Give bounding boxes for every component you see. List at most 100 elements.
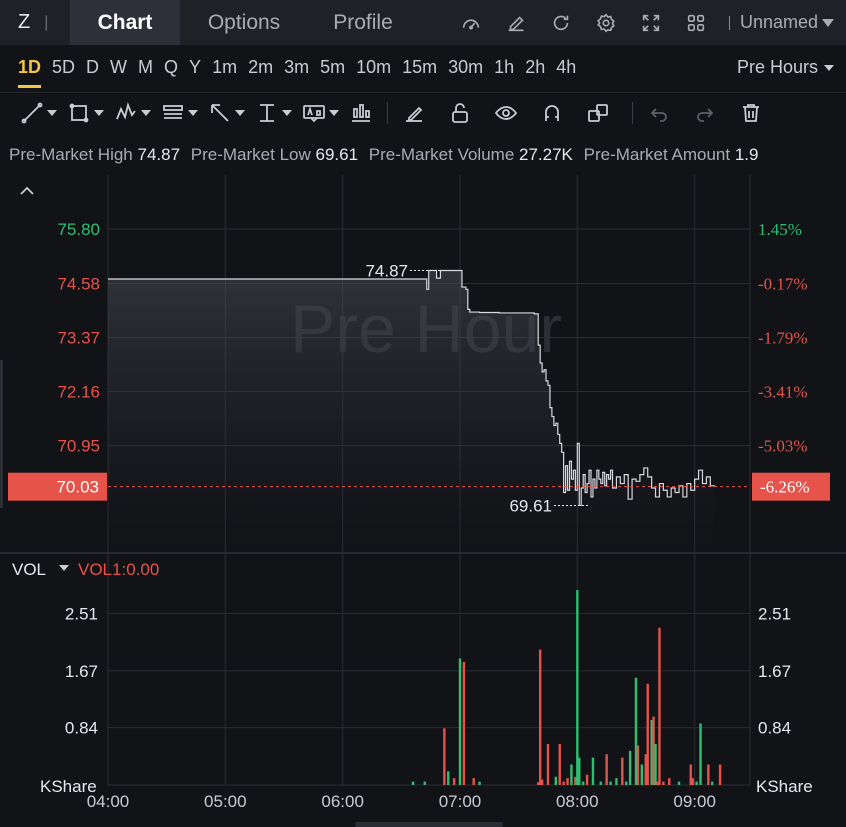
copy-tool[interactable] [586,93,610,133]
arrow-tool[interactable] [208,93,245,133]
axis-labels-group: 04:00 05:00 06:00 07:00 08:00 09:00 75.80 1.45%… [40,220,813,811]
edit-icon[interactable] [494,0,539,45]
text-note-icon [163,104,183,119]
copy-icon [588,103,608,122]
gauge-icon[interactable] [449,0,494,45]
redo-tool[interactable] [693,93,717,133]
chevron-down-icon[interactable] [59,565,69,571]
rectangle-icon [69,103,89,122]
volume-bar [646,683,649,785]
volume-bar [689,764,692,785]
refresh-icon[interactable] [539,0,584,45]
ticker-symbol[interactable]: Z | [0,0,70,45]
tab-chart[interactable]: Chart [70,0,180,45]
interval-label: D [86,57,100,77]
interval-5d[interactable]: 5D [52,45,75,90]
volume-bar [447,771,450,785]
indicator-icon [352,103,370,122]
ticker-label: Z [18,11,31,33]
pencil-tool[interactable] [402,93,426,133]
eye-icon [494,105,518,120]
redo-icon [697,107,714,122]
volume-indicator-value: VOL1:0.00 [78,560,159,579]
tab-options-label: Options [207,10,281,34]
interval-m[interactable]: M [138,45,153,90]
volume-bar [566,778,569,785]
interval-2h[interactable]: 2h [525,45,545,90]
y-tick-label-right: -5.03% [758,437,808,456]
premarket-high-value: 74.87 [137,145,181,164]
text-note-tool[interactable] [161,93,198,133]
interval-1h[interactable]: 1h [494,45,514,90]
session-selector[interactable]: Pre Hours [737,57,834,78]
interval-label: W [110,57,128,77]
chevron-down-icon [329,109,339,116]
y-tick-label-right: -0.17% [758,274,808,293]
tab-profile[interactable]: Profile [308,0,418,45]
interval-label: 5m [320,57,346,77]
interval-label: Q [164,57,179,77]
y-tick-label-left: 75.80 [57,220,100,239]
layout-selector[interactable]: Unnamed [740,12,846,33]
visibility-tool[interactable] [494,93,518,133]
drawing-toolbar [0,92,846,132]
y-tick-label-left: 72.16 [57,383,100,402]
fullscreen-icon[interactable] [629,0,674,45]
volume-bar [570,764,573,785]
interval-15m[interactable]: 15m [402,45,437,90]
undo-tool[interactable] [647,93,671,133]
premarket-low-label: Pre-Market Low [190,145,311,164]
volume-bar [578,757,581,785]
interval-d[interactable]: D [86,45,99,90]
last-price-tag [8,472,107,501]
rectangle-tool[interactable] [67,93,104,133]
volume-y-tick-left: 1.67 [65,662,98,681]
scroll-handle[interactable] [355,822,503,827]
interval-4h[interactable]: 4h [556,45,576,90]
interval-30m[interactable]: 30m [448,45,483,90]
chevron-up-icon[interactable] [20,186,34,195]
toolbar-divider [387,101,388,124]
interval-10m[interactable]: 10m [356,45,391,90]
interval-3m[interactable]: 3m [284,45,309,90]
interval-1m[interactable]: 1m [212,45,237,90]
volume-indicator-label[interactable]: VOL [12,560,46,579]
pattern-icon [116,101,136,120]
settings-icon[interactable] [584,0,629,45]
lock-tool[interactable] [448,93,472,133]
interval-q[interactable]: Q [164,45,178,90]
tab-options[interactable]: Options [180,0,308,45]
chevron-down-icon [94,109,104,116]
interval-2m[interactable]: 2m [248,45,273,90]
delete-tool[interactable] [739,93,763,133]
interval-label: 5D [52,57,76,77]
trash-icon [743,103,759,122]
chevron-down-icon [282,109,292,116]
volume-bar [540,779,544,785]
interval-label: 10m [356,57,392,77]
interval-y[interactable]: Y [189,45,201,90]
indicator-tool[interactable] [349,93,373,133]
interval-1d[interactable]: 1D [18,45,42,90]
interval-w[interactable]: W [110,45,127,90]
interval-bar: 1D 5D D W M Q Y 1m 2m 3m 5m 10m 15m 30m … [0,45,846,90]
chevron-down-icon [188,109,198,116]
y-tick-label-left: 73.37 [57,329,100,348]
volume-bar [656,781,659,785]
volume-bar [711,781,714,785]
magnet-icon [545,104,559,121]
interval-5m[interactable]: 5m [320,45,345,90]
volume-bar [558,743,561,785]
grid-icon[interactable] [674,0,719,45]
annotation-tool[interactable] [302,93,339,133]
last-change-tag [752,472,830,501]
trend-line-tool[interactable] [20,93,57,133]
high-marker-label: 74.87 [365,262,408,281]
measure-tool[interactable] [255,93,292,133]
volume-bar [615,778,618,785]
pattern-tool[interactable] [114,93,151,133]
premarket-stats: Pre-Market High 74.87 Pre-Market Low 69.… [9,140,846,170]
interval-label: 1D [18,57,42,77]
magnet-tool[interactable] [540,93,564,133]
